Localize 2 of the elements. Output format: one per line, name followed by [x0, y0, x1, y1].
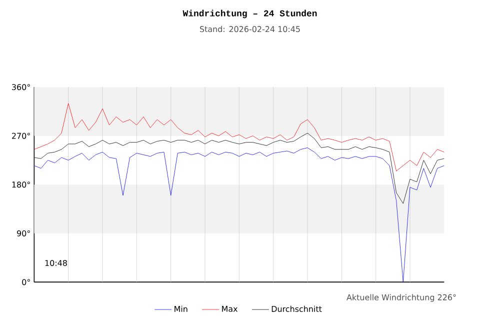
line-series	[34, 103, 444, 172]
chart-title: Windrichtung – 24 Stunden	[182, 10, 317, 18]
